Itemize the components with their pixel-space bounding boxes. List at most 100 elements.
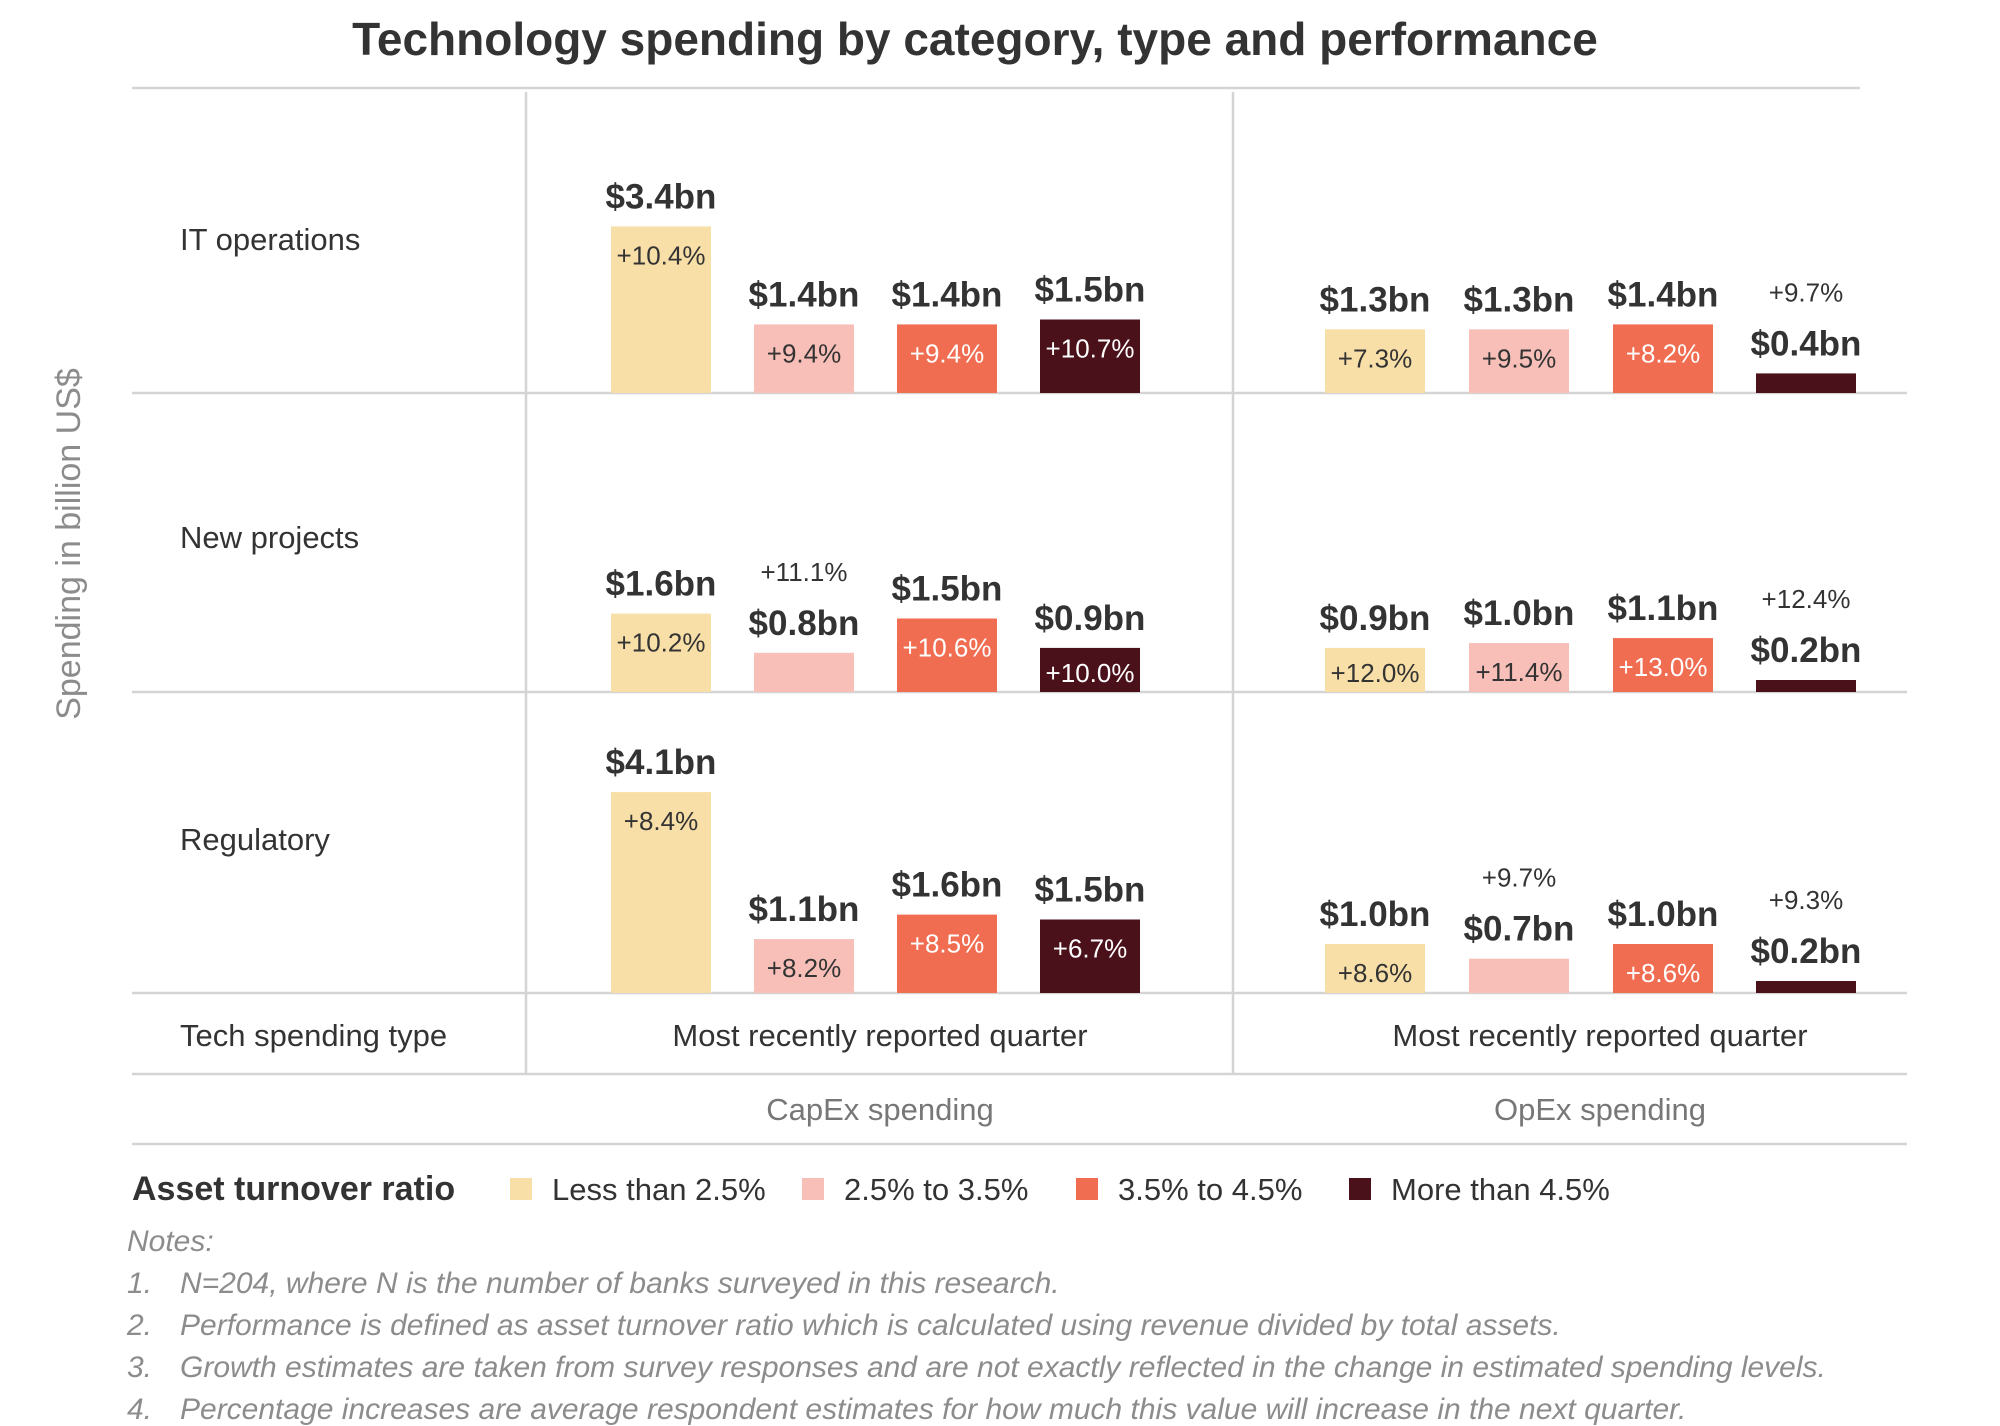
value-label-r3-g2-s1: $1.0bn [1320,895,1431,934]
value-label-r1-g2-s2: $1.3bn [1464,280,1575,319]
value-label-r3-g1-s4: $1.5bn [1035,871,1146,910]
group-sublabel-1: Most recently reported quarter [672,1018,1087,1053]
legend-swatch-3 [1076,1178,1098,1200]
bar-r1-g1-s4 [1040,319,1140,393]
value-label-r1-g2-s4: $0.4bn [1751,324,1862,363]
value-label-r1-g1-s3: $1.4bn [892,275,1003,314]
legend-swatch-2 [802,1178,824,1200]
legend-label-4: More than 4.5% [1391,1172,1610,1207]
note-number-2: 2. [126,1309,152,1342]
row-label-regulatory: Regulatory [180,822,330,857]
note-text-2: Performance is defined as asset turnover… [180,1309,1561,1342]
bar-r2-g1-s1 [611,613,711,692]
growth-label-r3-g1-s4: +6.7% [1053,934,1127,964]
growth-label-r3-g1-s2: +8.2% [767,953,841,983]
growth-label-r3-g2-s3: +8.6% [1626,958,1700,988]
bar-r3-g1-s4 [1040,919,1140,993]
bar-r2-g2-s1 [1325,647,1425,692]
bar-r3-g1-s1 [611,792,711,993]
value-label-r2-g2-s3: $1.1bn [1608,589,1719,628]
bar-r2-g2-s4 [1756,680,1856,692]
value-label-r1-g2-s3: $1.4bn [1608,275,1719,314]
value-label-r3-g1-s3: $1.6bn [892,866,1003,905]
growth-label-r1-g2-s2: +9.5% [1482,343,1556,373]
value-label-r2-g1-s4: $0.9bn [1035,599,1146,638]
bar-r1-g1-s2 [754,324,854,393]
note-number-4: 4. [127,1393,152,1426]
growth-label-r1-g2-s1: +7.3% [1338,343,1412,373]
legend: Asset turnover ratio Less than 2.5% 2.5% t… [132,1170,1610,1208]
growth-label-r1-g2-s4: +9.7% [1769,277,1843,307]
value-label-r2-g1-s3: $1.5bn [892,570,1003,609]
bar-r2-g1-s2 [754,652,854,692]
bar-r3-g2-s3 [1613,944,1713,993]
bar-r1-g1-s1 [611,226,711,393]
note-number-3: 3. [127,1351,152,1384]
bar-r1-g2-s3 [1613,324,1713,393]
growth-label-r2-g1-s2: +11.1% [761,557,848,587]
bar-r1-g2-s4 [1756,373,1856,393]
growth-label-r2-g2-s3: +13.0% [1619,652,1708,682]
value-label-r3-g2-s3: $1.0bn [1608,895,1719,934]
bar-r1-g1-s3 [897,324,997,393]
value-label-r3-g1-s1: $4.1bn [606,743,717,782]
growth-label-r2-g2-s4: +12.4% [1762,584,1851,614]
growth-label-r1-g1-s4: +10.7% [1046,334,1135,364]
value-label-r2-g1-s2: $0.8bn [749,604,860,643]
note-text-1: N=204, where N is the number of banks su… [180,1267,1060,1300]
growth-label-r3-g2-s4: +9.3% [1769,885,1843,915]
footer-row-label: Tech spending type [180,1018,447,1053]
value-label-r3-g2-s4: $0.2bn [1751,932,1862,971]
growth-label-r1-g1-s3: +9.4% [910,338,984,368]
row-labels: IT operations New projects Regulatory [180,222,360,857]
growth-label-r3-g2-s2: +9.7% [1482,863,1556,893]
note-text-3: Growth estimates are taken from survey r… [180,1351,1826,1384]
growth-label-r1-g1-s2: +9.4% [767,338,841,368]
value-label-r2-g2-s4: $0.2bn [1751,631,1862,670]
legend-swatch-1 [510,1178,532,1200]
chart-title: Technology spending by category, type an… [352,13,1598,65]
bar-r2-g1-s3 [897,618,997,692]
growth-label-r2-g2-s1: +12.0% [1331,658,1420,688]
legend-swatch-4 [1349,1178,1371,1200]
group-label-capex-spending: CapEx spending [766,1092,994,1127]
bar-r2-g2-s2 [1469,643,1569,692]
growth-label-r2-g1-s3: +10.6% [903,633,992,663]
value-label-r2-g1-s1: $1.6bn [606,565,717,604]
legend-title: Asset turnover ratio [132,1170,455,1208]
growth-label-r2-g1-s4: +10.0% [1046,658,1135,688]
value-label-r2-g2-s1: $0.9bn [1320,599,1431,638]
bar-r3-g1-s2 [754,939,854,993]
notes: Notes: 1. N=204, where N is the number of … [126,1225,1826,1426]
legend-label-3: 3.5% to 4.5% [1118,1172,1302,1207]
growth-label-r1-g2-s3: +8.2% [1626,338,1700,368]
growth-label-r2-g2-s2: +11.4% [1476,657,1563,687]
group-label-opex-spending: OpEx spending [1494,1092,1706,1127]
growth-label-r3-g2-s1: +8.6% [1338,958,1412,988]
footer-labels: Tech spending type Most recently reported… [180,1018,1808,1127]
value-label-r3-g1-s2: $1.1bn [749,890,860,929]
value-label-r2-g2-s2: $1.0bn [1464,594,1575,633]
value-label-r1-g2-s1: $1.3bn [1320,280,1431,319]
notes-heading: Notes: [127,1225,214,1258]
row-label-new-projects: New projects [180,520,359,555]
note-number-1: 1. [127,1267,152,1300]
value-label-r3-g2-s2: $0.7bn [1464,910,1575,949]
bars: $3.4bn +10.4% $1.3bn +7.3% $1.6bn +10.2% $0.9b… [606,177,1862,993]
bar-r2-g2-s3 [1613,638,1713,692]
growth-label-r3-g1-s3: +8.5% [910,929,984,959]
growth-label-r1-g1-s1: +10.4% [617,240,706,270]
row-label-it-operations: IT operations [180,222,360,257]
group-sublabel-2: Most recently reported quarter [1392,1018,1807,1053]
bar-r3-g2-s4 [1756,981,1856,993]
bar-r3-g2-s1 [1325,944,1425,993]
legend-label-1: Less than 2.5% [552,1172,766,1207]
bar-r1-g2-s1 [1325,329,1425,393]
value-label-r1-g1-s2: $1.4bn [749,275,860,314]
value-label-r1-g1-s4: $1.5bn [1035,271,1146,310]
y-axis-label: Spending in billion US$ [50,368,88,720]
growth-label-r3-g1-s1: +8.4% [624,806,698,836]
legend-label-2: 2.5% to 3.5% [844,1172,1028,1207]
bar-r3-g1-s3 [897,914,997,993]
